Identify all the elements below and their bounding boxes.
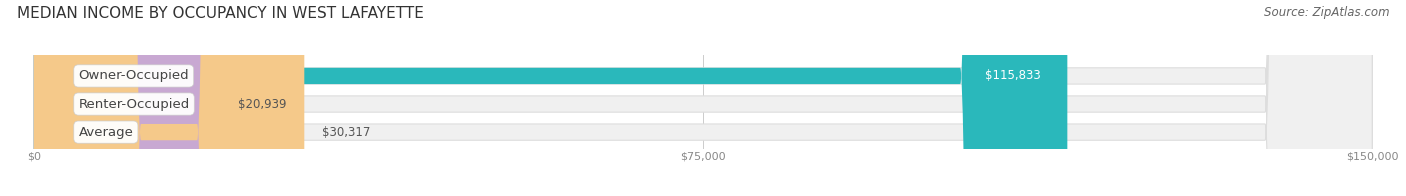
- FancyBboxPatch shape: [34, 0, 304, 196]
- FancyBboxPatch shape: [34, 0, 1067, 196]
- Text: $115,833: $115,833: [984, 69, 1040, 83]
- FancyBboxPatch shape: [34, 0, 1372, 196]
- Text: MEDIAN INCOME BY OCCUPANCY IN WEST LAFAYETTE: MEDIAN INCOME BY OCCUPANCY IN WEST LAFAY…: [17, 6, 423, 21]
- Text: Average: Average: [79, 126, 134, 139]
- Text: Renter-Occupied: Renter-Occupied: [79, 98, 190, 111]
- Text: Source: ZipAtlas.com: Source: ZipAtlas.com: [1264, 6, 1389, 19]
- Text: Owner-Occupied: Owner-Occupied: [79, 69, 188, 83]
- FancyBboxPatch shape: [34, 0, 221, 196]
- FancyBboxPatch shape: [34, 0, 1372, 196]
- Text: $30,317: $30,317: [322, 126, 371, 139]
- Text: $20,939: $20,939: [239, 98, 287, 111]
- FancyBboxPatch shape: [34, 0, 1372, 196]
